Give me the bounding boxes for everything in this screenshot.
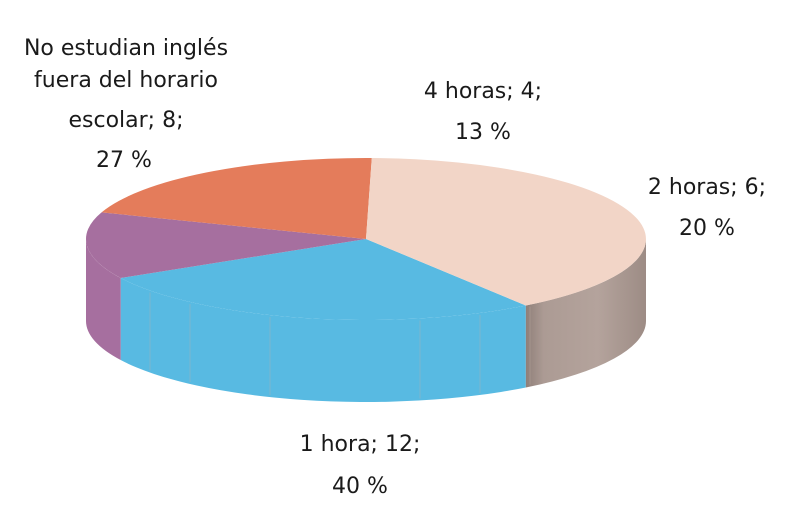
pie-slice [366, 158, 646, 306]
data-label-1-hora: 1 hora; 12; 40 % [300, 432, 421, 499]
data-label-line: 27 % [96, 148, 152, 173]
pie-slice [120, 239, 526, 320]
pie-slices [85, 158, 646, 320]
pie-side-wall [120, 278, 526, 402]
data-label-line: 2 horas; 6; [648, 175, 766, 200]
pie-sides [86, 239, 646, 402]
data-label-line: 40 % [332, 474, 388, 499]
data-label-line: 20 % [679, 216, 735, 241]
pie-slice [85, 212, 366, 279]
pie-side-wall [525, 239, 646, 388]
data-label-line: 4 horas; 4; [424, 79, 542, 104]
data-label-line: 1 hora; 12; [300, 432, 421, 457]
data-label-line: No estudian inglés [24, 36, 228, 61]
data-label-no-estudian: No estudian inglés fuera del horario esc… [24, 36, 228, 173]
data-label-line: fuera del horario [34, 68, 218, 93]
data-label-2-horas: 2 horas; 6; 20 % [648, 175, 766, 241]
data-label-line: escolar; 8; [68, 108, 183, 133]
pie-slice [101, 158, 372, 239]
data-label-line: 13 % [455, 120, 511, 145]
data-label-4-horas: 4 horas; 4; 13 % [424, 79, 542, 145]
pie-side-wall [86, 239, 121, 361]
